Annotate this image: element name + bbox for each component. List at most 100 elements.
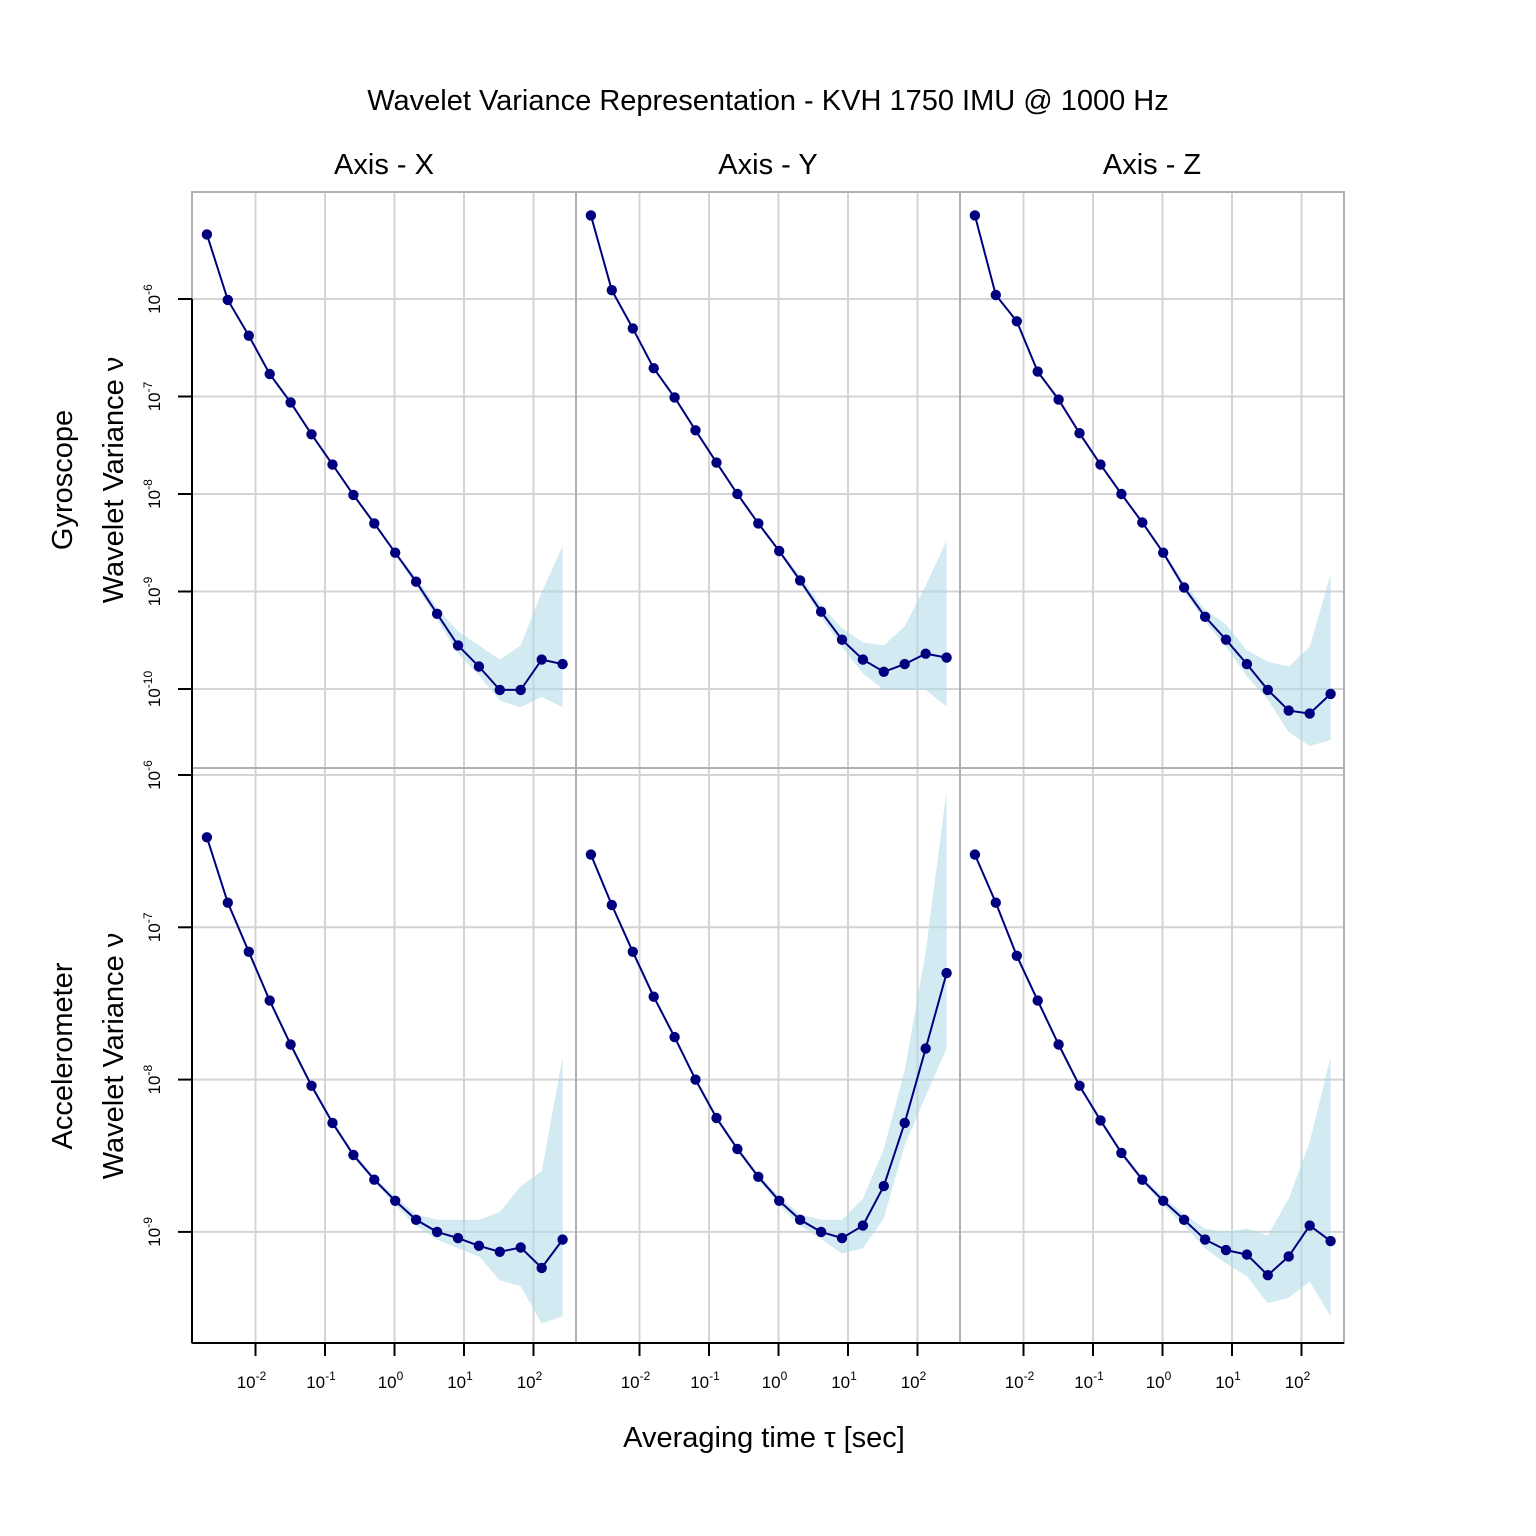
- data-point-accelerometer-axis-z: [1011, 950, 1022, 961]
- data-point-accelerometer-axis-x: [327, 1117, 338, 1129]
- data-point-gyroscope-axis-z: [1053, 394, 1064, 405]
- data-point-gyroscope-axis-x: [431, 608, 443, 619]
- series-line-layer: [201, 210, 1336, 1281]
- data-point-gyroscope-axis-x: [306, 429, 317, 440]
- y-tick-label: 10-9: [141, 576, 164, 606]
- data-point-gyroscope-axis-x: [390, 547, 401, 558]
- y-tick-label: 10-10: [141, 671, 164, 708]
- data-point-accelerometer-axis-x: [264, 995, 275, 1006]
- data-point-gyroscope-axis-x: [494, 684, 505, 696]
- series-line-gyroscope-axis-x: [205, 234, 563, 691]
- x-tick-label: 10-2: [1005, 1369, 1035, 1392]
- data-point-gyroscope-axis-x: [515, 684, 526, 696]
- y-tick-label: 10-7: [141, 381, 164, 411]
- data-point-gyroscope-axis-y: [669, 392, 680, 403]
- data-point-gyroscope-axis-z: [1199, 611, 1211, 622]
- data-point-gyroscope-axis-x: [222, 294, 233, 306]
- x-tick-label: 100: [1146, 1369, 1172, 1392]
- data-point-accelerometer-axis-z: [1095, 1115, 1106, 1126]
- series-line-accelerometer-axis-y: [589, 854, 948, 1240]
- x-axis-label: Averaging time τ [sec]: [623, 1422, 905, 1454]
- data-point-gyroscope-axis-z: [1283, 705, 1294, 716]
- data-point-accelerometer-axis-z: [1304, 1220, 1315, 1231]
- data-point-accelerometer-axis-z: [1262, 1270, 1274, 1281]
- data-point-gyroscope-axis-x: [369, 518, 380, 529]
- x-tick-label: 101: [1215, 1369, 1241, 1392]
- data-point-gyroscope-axis-y: [627, 323, 638, 334]
- confidence-band-gyroscope-axis-z: [974, 213, 1331, 746]
- data-point-accelerometer-axis-y: [878, 1180, 889, 1192]
- confidence-band-accelerometer-axis-y: [590, 790, 947, 1254]
- x-tick-label: 102: [901, 1369, 927, 1392]
- confidence-band-gyroscope-axis-x: [206, 232, 563, 708]
- data-point-gyroscope-axis-z: [1325, 688, 1336, 700]
- data-point-gyroscope-axis-x: [536, 654, 547, 665]
- data-point-gyroscope-axis-y: [878, 666, 889, 677]
- data-point-gyroscope-axis-y: [585, 210, 597, 221]
- data-point-accelerometer-axis-y: [648, 991, 659, 1002]
- y-axis-label-accelerometer: Wavelet Variance ν: [98, 933, 130, 1180]
- data-point-accelerometer-axis-x: [306, 1080, 317, 1092]
- data-point-gyroscope-axis-x: [243, 330, 254, 341]
- x-tick-label: 10-1: [690, 1369, 720, 1392]
- data-point-gyroscope-axis-y: [753, 518, 764, 529]
- data-point-accelerometer-axis-y: [690, 1074, 701, 1085]
- row-label-accelerometer: Accelerometer: [47, 962, 79, 1149]
- data-point-accelerometer-axis-x: [201, 832, 213, 843]
- x-tick-label: 101: [447, 1369, 473, 1392]
- data-point-accelerometer-axis-x: [557, 1234, 568, 1245]
- y-tick-label: 10-7: [141, 912, 164, 942]
- data-point-gyroscope-axis-y: [648, 363, 659, 374]
- data-point-accelerometer-axis-y: [585, 849, 597, 860]
- data-point-accelerometer-axis-y: [753, 1171, 764, 1183]
- series-line-accelerometer-axis-z: [973, 854, 1332, 1277]
- data-point-accelerometer-axis-z: [969, 849, 981, 860]
- x-tick-label: 102: [1285, 1369, 1311, 1392]
- data-point-gyroscope-axis-z: [1158, 547, 1169, 558]
- data-point-accelerometer-axis-x: [222, 897, 233, 908]
- data-point-accelerometer-axis-x: [473, 1240, 485, 1252]
- x-tick-label: 10-1: [306, 1369, 336, 1392]
- x-tick-label: 10-2: [237, 1369, 267, 1392]
- y-tick-label: 10-8: [141, 479, 164, 509]
- column-label-axis-z: Axis - Z: [1103, 149, 1201, 181]
- data-point-accelerometer-axis-y: [606, 899, 617, 911]
- data-point-gyroscope-axis-y: [899, 658, 910, 670]
- confidence-band-gyroscope-axis-y: [590, 213, 947, 707]
- data-point-gyroscope-axis-y: [732, 488, 743, 500]
- data-point-gyroscope-axis-x: [327, 459, 338, 470]
- y-tick-label: 10-6: [141, 760, 164, 790]
- x-tick-label: 100: [762, 1369, 788, 1392]
- confidence-band-accelerometer-axis-x: [206, 834, 563, 1324]
- data-point-accelerometer-axis-y: [899, 1117, 910, 1129]
- data-point-gyroscope-axis-x: [557, 658, 568, 670]
- data-point-accelerometer-axis-y: [941, 967, 952, 979]
- data-point-gyroscope-axis-y: [711, 457, 722, 468]
- data-point-accelerometer-axis-y: [732, 1143, 743, 1155]
- confidence-band-accelerometer-axis-z: [974, 852, 1331, 1317]
- data-point-gyroscope-axis-z: [1241, 658, 1253, 670]
- panel-frame: [575, 767, 961, 1344]
- data-point-accelerometer-axis-x: [410, 1214, 422, 1226]
- data-point-accelerometer-axis-y: [794, 1214, 806, 1226]
- y-axis-label-gyroscope: Wavelet Variance ν: [98, 357, 130, 604]
- data-point-accelerometer-axis-y: [627, 946, 638, 957]
- y-tick-label: 10-9: [141, 1217, 164, 1247]
- data-point-gyroscope-axis-z: [1116, 488, 1127, 500]
- data-point-accelerometer-axis-z: [1325, 1235, 1336, 1247]
- data-point-accelerometer-axis-x: [243, 946, 254, 957]
- data-point-gyroscope-axis-z: [1137, 517, 1148, 528]
- data-point-gyroscope-axis-x: [264, 368, 275, 380]
- data-point-accelerometer-axis-y: [774, 1195, 785, 1207]
- data-point-gyroscope-axis-y: [836, 634, 848, 645]
- series-line-gyroscope-axis-y: [589, 215, 947, 673]
- data-point-accelerometer-axis-y: [815, 1226, 827, 1238]
- data-point-accelerometer-axis-x: [494, 1246, 505, 1258]
- row-label-gyroscope: Gyroscope: [47, 410, 79, 550]
- axis-layer: 10-6 10-7 10-8 10-9 10-10 10-6 10-7 10-8 10-9 10-…: [141, 284, 1344, 1392]
- data-point-accelerometer-axis-z: [1053, 1039, 1064, 1050]
- data-point-gyroscope-axis-z: [1011, 316, 1022, 327]
- data-point-accelerometer-axis-z: [990, 897, 1001, 908]
- column-label-axis-y: Axis - Y: [718, 149, 817, 181]
- data-point-accelerometer-axis-z: [1241, 1249, 1253, 1260]
